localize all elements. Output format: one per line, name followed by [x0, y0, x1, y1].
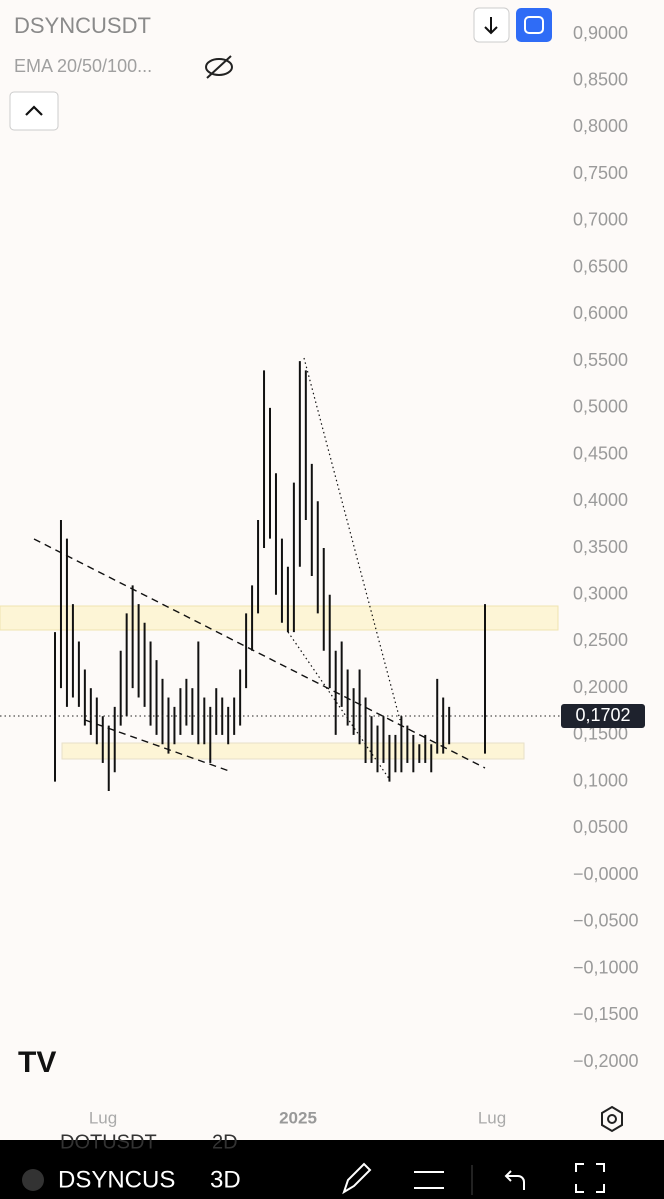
bottom-bar [0, 1140, 664, 1199]
y-tick-label: −0,0500 [573, 911, 639, 931]
zone [61, 742, 525, 760]
logo: TV [18, 1046, 56, 1079]
x-tick-label: Lug [478, 1108, 506, 1127]
y-tick-label: 0,5000 [573, 397, 628, 417]
last-price-box [561, 704, 645, 729]
y-tick-label: 0,5500 [573, 350, 628, 370]
faded-interval: 2D [212, 1131, 238, 1153]
y-tick-label: 0,6000 [573, 303, 628, 323]
undo-icon[interactable] [504, 1170, 525, 1190]
y-tick-label: 0,8000 [573, 116, 628, 136]
y-tick-label: −0,1000 [573, 957, 639, 977]
coin-icon [22, 1169, 44, 1191]
faded-symbol: DOTUSDT [60, 1131, 157, 1153]
trendline [287, 631, 391, 781]
y-tick-label: 0,4500 [573, 443, 628, 463]
icon [524, 16, 544, 34]
y-tick-label: 0,1000 [573, 770, 628, 790]
settings-icon[interactable] [601, 1105, 623, 1133]
footer-interval[interactable]: 3D [210, 1166, 241, 1193]
arrow [484, 17, 498, 35]
trendline [33, 538, 486, 769]
indicator: EMA 20/50/100... [14, 56, 152, 76]
y-tick-label: −0,0000 [573, 864, 639, 884]
collapse-button[interactable] [9, 91, 59, 131]
symbol: DSYNCUSDT [14, 13, 151, 38]
x-tick-label: 2025 [279, 1108, 317, 1127]
expand-icon[interactable] [575, 1163, 605, 1193]
last-price-label: 0,1702 [575, 705, 630, 725]
y-tick-label: 0,7500 [573, 163, 628, 183]
y-tick-label: −0,2000 [573, 1051, 639, 1071]
chevron [25, 105, 43, 116]
y-tick-label: 0,7000 [573, 210, 628, 230]
y-tick-label: 0,2500 [573, 630, 628, 650]
y-tick-label: 0,8500 [573, 69, 628, 89]
y-tick-label: 0,3000 [573, 583, 628, 603]
fullscreen-button[interactable] [516, 8, 552, 42]
footer-symbol[interactable]: DSYNCUS [58, 1166, 175, 1193]
y-tick-label: 0,6500 [573, 256, 628, 276]
y-tick-label: −0,1500 [573, 1004, 639, 1024]
y-tick-label: 0,2000 [573, 677, 628, 697]
y-tick-label: 0,0500 [573, 817, 628, 837]
y-tick-label: 0,4000 [573, 490, 628, 510]
hide-icon[interactable] [205, 55, 233, 79]
y-tick-label: 0,1500 [573, 724, 628, 744]
y-tick-label: 0,3500 [573, 537, 628, 557]
draw-icon[interactable] [342, 1162, 372, 1195]
x-tick-label: Lug [89, 1108, 117, 1127]
y-tick-label: 0,9000 [573, 23, 628, 43]
zone [0, 605, 559, 631]
indicator-icon[interactable] [414, 1171, 444, 1189]
